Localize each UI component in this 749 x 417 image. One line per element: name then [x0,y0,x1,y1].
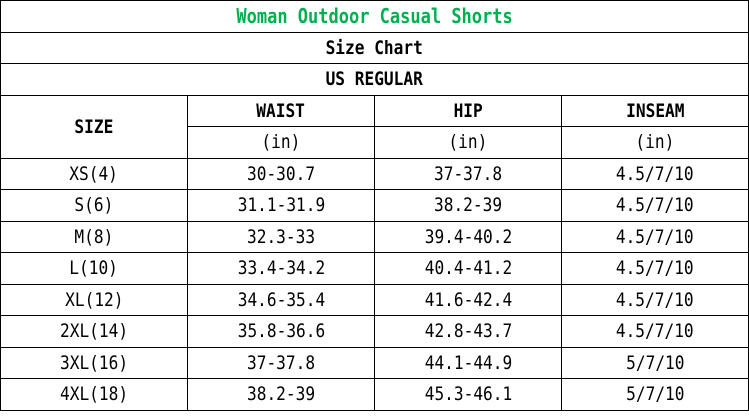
cell-hip: 37-37.8 [374,157,562,190]
table-row: XS(4) 30-30.7 37-37.8 4.5/7/10 [0,157,749,190]
table-row: 4XL(18) 38.2-39 45.3-46.1 5/7/10 [0,378,749,411]
cell-hip: 41.6-42.4 [374,283,562,316]
cell-waist: 32.3-33 [187,220,375,253]
header-waist: WAIST [187,94,375,127]
cell-size: XS(4) [0,157,188,190]
cell-inseam: 5/7/10 [561,346,749,379]
cell-inseam: 4.5/7/10 [561,315,749,348]
cell-inseam: 4.5/7/10 [561,220,749,253]
cell-waist: 38.2-39 [187,378,375,411]
table-row: M(8) 32.3-33 39.4-40.2 4.5/7/10 [0,220,749,253]
region-label: US REGULAR [0,63,749,96]
table-row: L(10) 33.4-34.2 40.4-41.2 4.5/7/10 [0,252,749,285]
header-size: SIZE [0,94,188,159]
chart-subtitle: Size Chart [0,31,749,64]
table-row: 2XL(14) 35.8-36.6 42.8-43.7 4.5/7/10 [0,315,749,348]
unit-waist: (in) [187,126,375,159]
table-row: 3XL(16) 37-37.8 44.1-44.9 5/7/10 [0,346,749,379]
cell-hip: 42.8-43.7 [374,315,562,348]
cell-inseam: 4.5/7/10 [561,189,749,222]
cell-size: L(10) [0,252,188,285]
unit-inseam: (in) [561,126,749,159]
cell-hip: 40.4-41.2 [374,252,562,285]
cell-size: 2XL(14) [0,315,188,348]
cell-hip: 45.3-46.1 [374,378,562,411]
header-hip: HIP [374,94,562,127]
cell-waist: 35.8-36.6 [187,315,375,348]
chart-title: Woman Outdoor Casual Shorts [0,0,749,33]
cell-hip: 44.1-44.9 [374,346,562,379]
table-row: XL(12) 34.6-35.4 41.6-42.4 4.5/7/10 [0,283,749,316]
cell-waist: 34.6-35.4 [187,283,375,316]
header-inseam: INSEAM [561,94,749,127]
cell-inseam: 5/7/10 [561,378,749,411]
cell-hip: 39.4-40.2 [374,220,562,253]
cell-hip: 38.2-39 [374,189,562,222]
cell-inseam: 4.5/7/10 [561,252,749,285]
table-row: S(6) 31.1-31.9 38.2-39 4.5/7/10 [0,189,749,222]
cell-waist: 37-37.8 [187,346,375,379]
cell-size: XL(12) [0,283,188,316]
cell-waist: 30-30.7 [187,157,375,190]
cell-waist: 33.4-34.2 [187,252,375,285]
cell-inseam: 4.5/7/10 [561,157,749,190]
cell-waist: 31.1-31.9 [187,189,375,222]
cell-size: 4XL(18) [0,378,188,411]
cell-size: S(6) [0,189,188,222]
cell-size: M(8) [0,220,188,253]
cell-inseam: 4.5/7/10 [561,283,749,316]
unit-hip: (in) [374,126,562,159]
cell-size: 3XL(16) [0,346,188,379]
